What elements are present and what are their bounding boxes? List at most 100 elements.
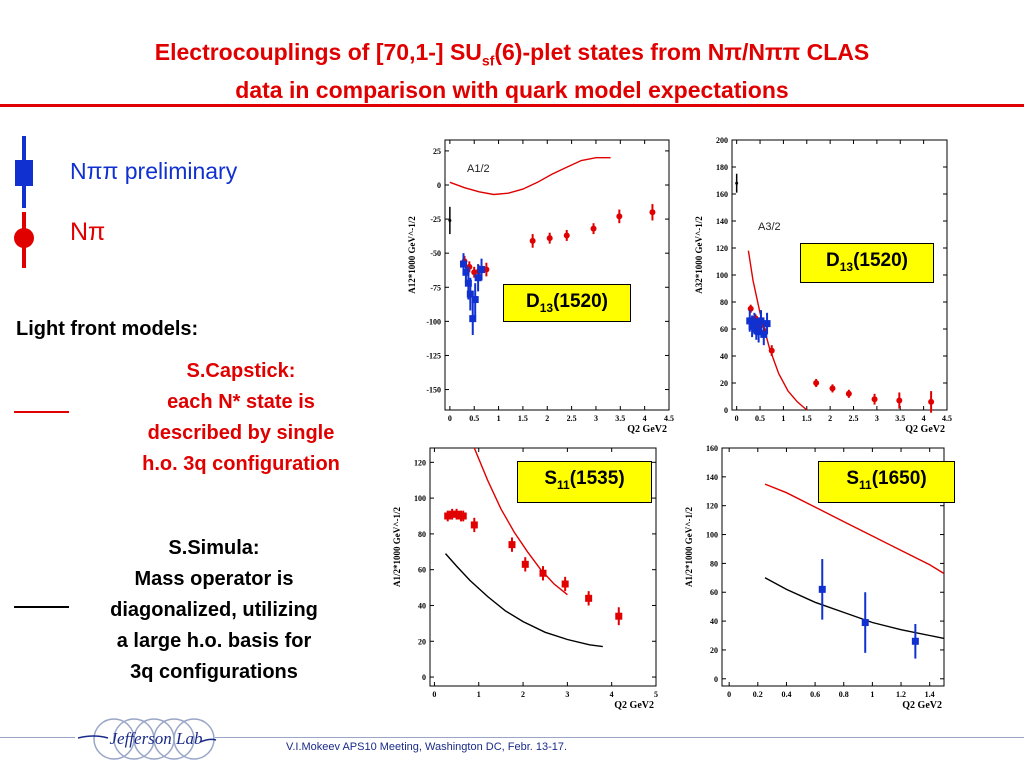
simula-line-4: a large h.o. basis for [116, 630, 312, 652]
npi-data-point [585, 594, 593, 602]
x-tick-label: 2.5 [849, 414, 859, 423]
y-tick-label: 20 [418, 637, 426, 646]
y-tick-label: -150 [426, 386, 441, 395]
npipi-data-point [462, 268, 470, 276]
x-tick-label: 3 [875, 414, 879, 423]
npi-data-point [539, 569, 547, 577]
chart-d13-a32: 0 0.5 1 1.5 2 2.5 3 3.5 4 4.5 0 20 40 60 80 100 120 140 16… [694, 136, 952, 435]
x-tick-label: 1 [870, 690, 874, 699]
x-tick-label: 0 [727, 690, 731, 699]
y-tick-label: 80 [418, 530, 426, 539]
x-axis-title: Q2 GeV2 [627, 424, 667, 435]
x-tick-label: 2 [521, 690, 525, 699]
x-axis-title: Q2 GeV2 [905, 424, 945, 435]
capstick-model-curve [764, 483, 945, 575]
y-tick-label: 40 [418, 601, 426, 610]
capstick-legend-line [14, 411, 69, 413]
y-tick-label: -125 [426, 351, 441, 360]
npipi-data-point [750, 320, 758, 328]
x-tick-label: 1.4 [925, 690, 935, 699]
panel-amplitude-label: A3/2 [758, 221, 781, 233]
npipi-data-point [760, 330, 768, 338]
npi-data-point [871, 396, 878, 403]
state-label-s11-1650: S11(1650) [818, 461, 955, 503]
x-tick-label: 2.5 [567, 414, 577, 423]
y-tick-label: 20 [720, 379, 728, 388]
x-tick-label: 1.5 [518, 414, 528, 423]
npi-data-point [615, 612, 623, 620]
y-tick-label: 120 [414, 458, 426, 467]
chart-s11-1650: 0 0.2 0.4 0.6 0.8 1 1.2 1.4 0 20 40 60 80 100 120 140 16… [684, 444, 945, 711]
y-tick-label: 100 [706, 531, 718, 540]
y-tick-label: 80 [710, 559, 718, 568]
x-tick-label: 2 [545, 414, 549, 423]
npipi-data-point [460, 260, 468, 268]
simula-description: S.Simula: Mass operator is diagonalized,… [78, 533, 350, 688]
npi-data-point [546, 235, 553, 242]
x-tick-label: 1 [477, 690, 481, 699]
y-tick-label: 25 [433, 147, 441, 156]
y-tick-label: -100 [426, 317, 441, 326]
state-label-d13-a12: D13(1520) [503, 284, 631, 322]
reference-data-point [735, 181, 739, 185]
simula-model-curve [444, 553, 603, 648]
footer-rule-left [0, 737, 75, 738]
footer-citation: V.I.Mokeev APS10 Meeting, Washington DC,… [286, 741, 568, 753]
y-tick-label: 0 [714, 675, 718, 684]
npi-data-point [448, 510, 456, 518]
y-tick-label: 100 [414, 494, 426, 503]
panel-amplitude-label: A1/2 [467, 163, 490, 175]
x-tick-label: 0.8 [839, 690, 849, 699]
x-tick-label: 0 [448, 414, 452, 423]
simula-line-5: 3q configurations [130, 661, 298, 683]
legend-markers [14, 136, 34, 268]
x-tick-label: 1 [497, 414, 501, 423]
y-tick-label: 160 [716, 190, 728, 199]
npipi-data-point [746, 317, 754, 325]
npi-legend-marker [14, 228, 34, 248]
x-tick-label: 0 [432, 690, 436, 699]
npipi-data-point [474, 274, 482, 282]
chart-d13-a12: 0 0.5 1 1.5 2 2.5 3 3.5 4 4.5 25 0 -25 -50 -75 -100 -125… [407, 139, 674, 435]
npipi-data-point [755, 328, 763, 336]
y-tick-label: 140 [716, 217, 728, 226]
npipi-data-point [757, 317, 765, 325]
npi-data-point [529, 237, 536, 244]
npi-data-point [470, 521, 478, 529]
capstick-model-curve [449, 157, 611, 196]
x-tick-label: 4.5 [664, 414, 674, 423]
x-tick-label: 3.5 [895, 414, 905, 423]
npi-data-point [453, 510, 461, 518]
y-axis-title: A32*1000 GeV^-1/2 [694, 216, 704, 294]
npi-data-point [649, 209, 656, 216]
y-tick-label: 80 [720, 298, 728, 307]
npipi-data-point [471, 296, 479, 304]
y-tick-label: 40 [710, 617, 718, 626]
plot-frame [721, 447, 945, 687]
page-title: Electrocouplings of [70,1-] SUsf(6)-plet… [40, 38, 984, 105]
y-tick-label: 60 [710, 588, 718, 597]
capstick-line-4: h.o. 3q configuration [142, 453, 340, 475]
x-tick-label: 1 [781, 414, 785, 423]
state-label-s11-1535: S11(1535) [517, 461, 652, 503]
y-tick-label: 0 [724, 406, 728, 415]
x-tick-label: 4.5 [942, 414, 952, 423]
y-tick-label: -75 [430, 283, 441, 292]
chart-s11-1535: 0 1 2 3 4 5 0 20 40 60 80 100 120 Q2 GeV2 A1/2*1000 Ge… [392, 447, 658, 711]
npi-data-point [896, 397, 903, 404]
x-tick-label: 1.2 [896, 690, 906, 699]
x-tick-label: 0.6 [810, 690, 820, 699]
npi-data-point [829, 385, 836, 392]
x-tick-label: 0 [735, 414, 739, 423]
title-line-2: data in comparison with quark model expe… [235, 76, 789, 103]
npipi-data-point [478, 266, 486, 274]
npi-data-point [813, 380, 820, 386]
y-axis-title: A12*1000 GeV^-1/2 [407, 216, 417, 294]
npi-data-point [444, 512, 452, 520]
title-divider [0, 104, 1024, 107]
y-tick-label: 0 [422, 673, 426, 682]
capstick-model-curve [473, 447, 568, 596]
capstick-line-2: each N* state is [167, 391, 315, 413]
plot-frame [429, 447, 657, 687]
footer-rule-right [215, 737, 1024, 738]
